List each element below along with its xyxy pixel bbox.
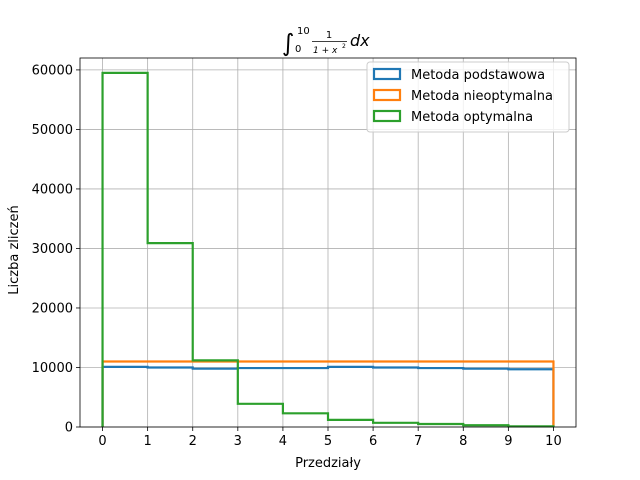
x-ticks: 0 1 2 3 4 5 6 7 8 9 10 xyxy=(98,427,562,449)
y-tick-label: 30000 xyxy=(32,242,73,257)
title-denominator-exponent: 2 xyxy=(342,43,346,50)
title-numerator: 1 xyxy=(326,30,332,41)
x-tick-label: 10 xyxy=(545,434,562,449)
legend-box xyxy=(366,61,570,133)
x-tick-label: 1 xyxy=(143,434,151,449)
series-group xyxy=(101,71,555,428)
legend: Metoda podstawowa Metoda nieoptymalna Meto… xyxy=(366,61,570,133)
x-tick-label: 7 xyxy=(414,434,422,449)
x-tick-label: 4 xyxy=(279,434,287,449)
x-tick-label: 3 xyxy=(234,434,242,449)
legend-swatch xyxy=(372,88,402,102)
y-tick-label: 60000 xyxy=(32,63,73,78)
title-denominator-base: 1 + x xyxy=(313,46,338,56)
x-axis-label: Przedziały xyxy=(295,456,361,471)
x-tick-label: 5 xyxy=(324,434,332,449)
y-tick-label: 10000 xyxy=(32,361,73,376)
y-axis-label: Liczba zliczeń xyxy=(7,205,22,294)
title-integral-sign: ∫ xyxy=(282,29,295,57)
y-tick-label: 40000 xyxy=(32,182,73,197)
x-tick-label: 9 xyxy=(504,434,512,449)
legend-label: Metoda podstawowa xyxy=(411,68,545,83)
x-tick-label: 6 xyxy=(369,434,377,449)
series-metoda-podstawowa xyxy=(101,365,555,427)
title-upper-limit: 10 xyxy=(297,26,310,37)
x-tick-label: 0 xyxy=(98,434,106,449)
x-tick-label: 8 xyxy=(459,434,467,449)
y-ticks: 0 10000 20000 30000 40000 50000 60000 xyxy=(32,63,80,436)
y-tick-label: 50000 xyxy=(32,123,73,138)
legend-label: Metoda optymalna xyxy=(411,110,533,125)
series-metoda-optymalna xyxy=(101,71,555,428)
legend-swatch xyxy=(372,109,402,123)
title-lower-limit: 0 xyxy=(295,44,301,55)
legend-swatch xyxy=(372,67,402,81)
y-tick-label: 0 xyxy=(65,421,73,436)
series-metoda-nieoptymalna xyxy=(101,360,555,427)
title-differential: dx xyxy=(350,31,370,50)
x-tick-label: 2 xyxy=(189,434,197,449)
chart-title: ∫ 10 0 1 1 + x 2 dx xyxy=(282,26,370,57)
legend-label: Metoda nieoptymalna xyxy=(411,89,553,104)
y-tick-label: 20000 xyxy=(32,301,73,316)
